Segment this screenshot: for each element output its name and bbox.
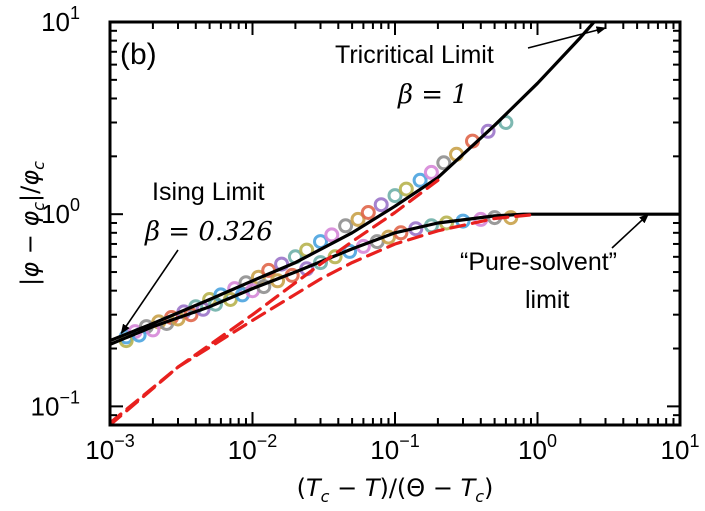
- panel-label: (b): [120, 38, 157, 71]
- y-tick-label: 101: [41, 3, 80, 37]
- x-tick-label: 10−1: [370, 431, 419, 465]
- series-line-0: [110, 22, 597, 343]
- x-tick-label: 101: [661, 431, 700, 465]
- data-point: [423, 164, 439, 180]
- annotations: (b) Tricritical Limit β = 1 Ising Limit β = …: [120, 26, 650, 335]
- series-line-1: [110, 212, 680, 346]
- tick-labels: 10−3 10−2 10−1 100 101 10−1 100 101: [31, 3, 700, 465]
- chart-series-layer: [110, 22, 680, 425]
- x-tick-label: 10−2: [228, 431, 277, 465]
- annotation-pure-solvent-limit: limit: [525, 286, 569, 314]
- data-point: [480, 123, 496, 139]
- data-point: [436, 155, 452, 171]
- arrow-ising: [120, 249, 179, 335]
- x-axis-label: (Tc − T)/(Θ − Tc): [297, 474, 494, 506]
- data-point: [398, 181, 414, 197]
- x-tick-label: 100: [518, 431, 557, 465]
- y-axis-label: |φ − φc|/φc: [16, 161, 48, 286]
- data-point: [324, 227, 340, 243]
- annotation-tricritical-beta: β = 1: [397, 80, 468, 110]
- arrow-pure-solvent: [611, 213, 650, 249]
- annotation-pure-solvent: “Pure-solvent”: [460, 248, 617, 276]
- data-point: [373, 197, 389, 213]
- data-point: [350, 211, 366, 227]
- data-point: [498, 115, 514, 130]
- data-point: [412, 172, 428, 188]
- annotation-tricritical: Tricritical Limit: [335, 41, 494, 69]
- tick-marks: [109, 22, 680, 426]
- data-point: [360, 205, 376, 220]
- data-point: [313, 234, 328, 250]
- y-tick-label: 10−1: [31, 387, 80, 421]
- annotation-ising: Ising Limit: [152, 178, 265, 206]
- arrow-tricritical: [527, 26, 607, 49]
- x-tick-label: 10−3: [85, 431, 134, 465]
- y-tick-label: 100: [41, 195, 80, 229]
- axis-labels: (Tc − T)/(Θ − Tc) |φ − φc|/φc: [16, 161, 493, 506]
- data-point: [387, 188, 403, 204]
- annotation-ising-beta: β = 0.326: [144, 217, 273, 247]
- data-point: [338, 218, 354, 234]
- series-line-3: [110, 212, 540, 425]
